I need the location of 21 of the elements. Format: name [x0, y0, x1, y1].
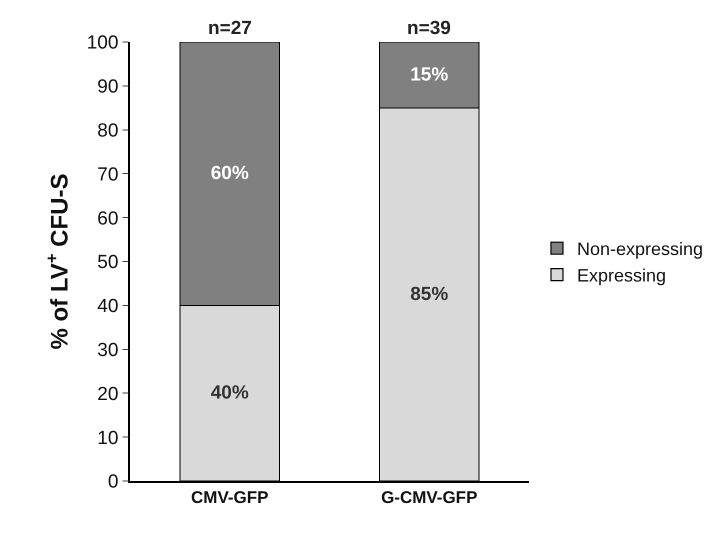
legend-label: Expressing: [576, 266, 666, 286]
y-tick-label: 10: [97, 428, 118, 449]
y-tick-label: 50: [97, 252, 118, 274]
y-tick-label: 80: [97, 120, 118, 142]
data-label: 60%: [210, 163, 249, 184]
y-tick-label: 20: [97, 384, 118, 405]
legend-label: Non-expressing: [576, 239, 704, 260]
y-tick-label: 40: [97, 296, 118, 318]
y-tick-label: 90: [97, 76, 118, 98]
y-tick-label: 0: [108, 472, 118, 493]
x-tick-label: G-CMV-GFP: [381, 488, 478, 508]
y-tick-label: 30: [97, 340, 118, 361]
data-label: 40%: [210, 382, 249, 404]
y-tick-label: 60: [97, 208, 118, 230]
annotation: n=27: [208, 18, 252, 39]
y-tick-label: 100: [86, 32, 118, 54]
x-tick-label: CMV-GFP: [191, 488, 268, 508]
annotation: n=39: [407, 18, 451, 39]
y-tick-label: 70: [97, 164, 118, 186]
data-label: 15%: [410, 64, 448, 86]
data-label: 85%: [410, 284, 448, 305]
